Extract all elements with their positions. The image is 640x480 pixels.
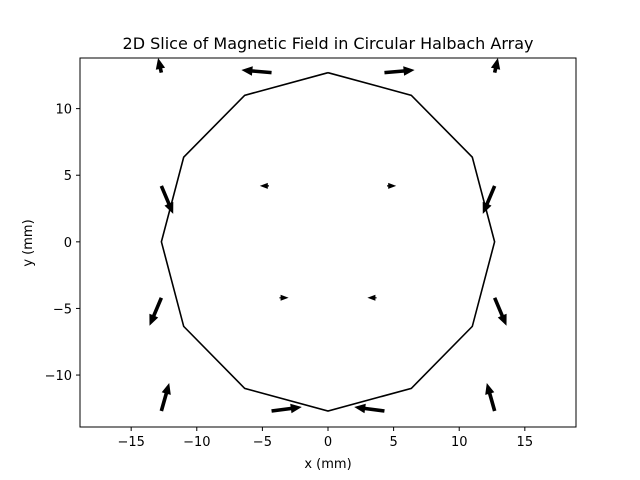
x-tick-label: 15	[517, 435, 534, 450]
y-tick-label: 5	[64, 169, 72, 184]
field-arrow-inner	[259, 182, 269, 189]
x-tick-label: −15	[117, 435, 144, 450]
field-arrow-outer	[493, 297, 507, 326]
field-arrow-outer	[490, 58, 501, 73]
field-arrow-outer	[271, 403, 302, 414]
x-tick-label: 0	[324, 435, 332, 450]
x-tick-label: 10	[451, 435, 468, 450]
field-arrow-outer	[159, 185, 174, 214]
x-tick-label: −10	[183, 435, 210, 450]
array-outline	[160, 71, 496, 412]
field-arrow-outer	[159, 383, 171, 412]
field-arrow-outer	[384, 66, 415, 76]
y-axis-label: y (mm)	[21, 219, 36, 266]
field-arrow-inner	[387, 182, 397, 189]
field-arrow-outer	[241, 66, 272, 76]
x-axis-label: x (mm)	[304, 457, 351, 472]
chart-title: 2D Slice of Magnetic Field in Circular H…	[123, 34, 534, 53]
field-arrow-outer	[149, 297, 163, 326]
y-axis: −10 −5 0 5 10	[45, 103, 80, 384]
y-tick-label: 10	[55, 103, 72, 118]
field-arrow-outer	[354, 403, 385, 414]
y-tick-label: −5	[53, 302, 72, 317]
x-axis: −15 −10 −5 0 5 10 15	[117, 427, 533, 450]
axes-frame	[79, 57, 577, 428]
field-arrow-outer	[485, 383, 497, 412]
field-arrow-inner	[367, 294, 377, 301]
x-tick-label: 5	[389, 435, 397, 450]
y-tick-label: 0	[64, 236, 72, 251]
y-tick-label: −10	[45, 369, 72, 384]
x-tick-label: −5	[253, 435, 272, 450]
plot-area	[149, 58, 507, 414]
field-arrow-outer	[482, 185, 497, 214]
field-arrow-outer	[155, 58, 166, 73]
field-arrow-inner	[279, 294, 289, 301]
